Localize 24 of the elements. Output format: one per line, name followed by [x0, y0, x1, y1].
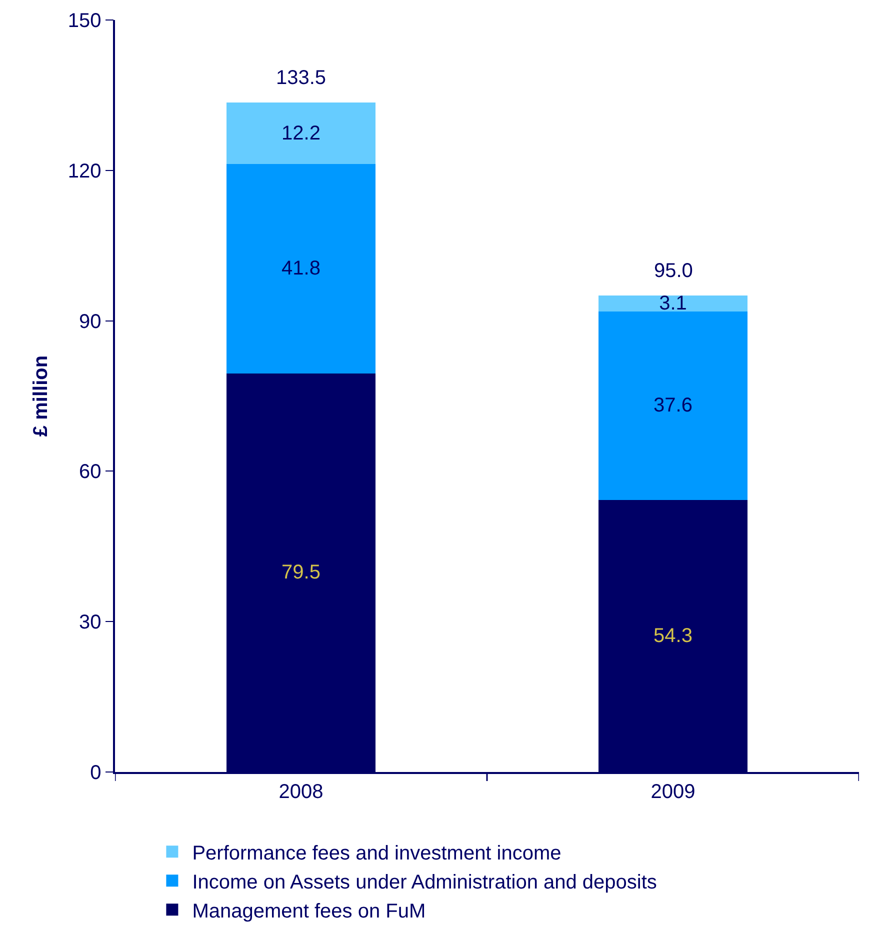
bar — [226, 164, 376, 374]
bar — [598, 311, 748, 500]
y-tick-label: 120 — [68, 160, 102, 182]
y-tick-label: 0 — [90, 762, 102, 784]
data-label: 37.6 — [654, 394, 692, 417]
data-label: 12.2 — [282, 122, 320, 144]
total-label: 95.0 — [654, 260, 693, 282]
y-tick-label: 150 — [68, 10, 102, 32]
y-tick-label: 30 — [79, 612, 102, 634]
data-label: 3.1 — [659, 292, 687, 314]
bar — [226, 102, 376, 164]
legend-label: Management fees on FuM — [192, 900, 426, 922]
y-axis-title: £ million — [30, 355, 52, 437]
legend-label: Performance fees and investment income — [192, 842, 562, 864]
x-tick-label: 2009 — [650, 780, 696, 803]
y-tick-label: 90 — [79, 310, 102, 333]
y-tick-label: 60 — [79, 461, 102, 484]
x-tick-label: 2008 — [278, 780, 324, 803]
legend-label: Income on Assets under Administration and deposits — [192, 871, 657, 894]
data-label: 54.3 — [654, 624, 692, 647]
bar — [598, 296, 748, 312]
data-label: 41.8 — [282, 258, 320, 280]
data-label: 79.5 — [282, 562, 320, 584]
total-label: 133.5 — [276, 67, 326, 89]
